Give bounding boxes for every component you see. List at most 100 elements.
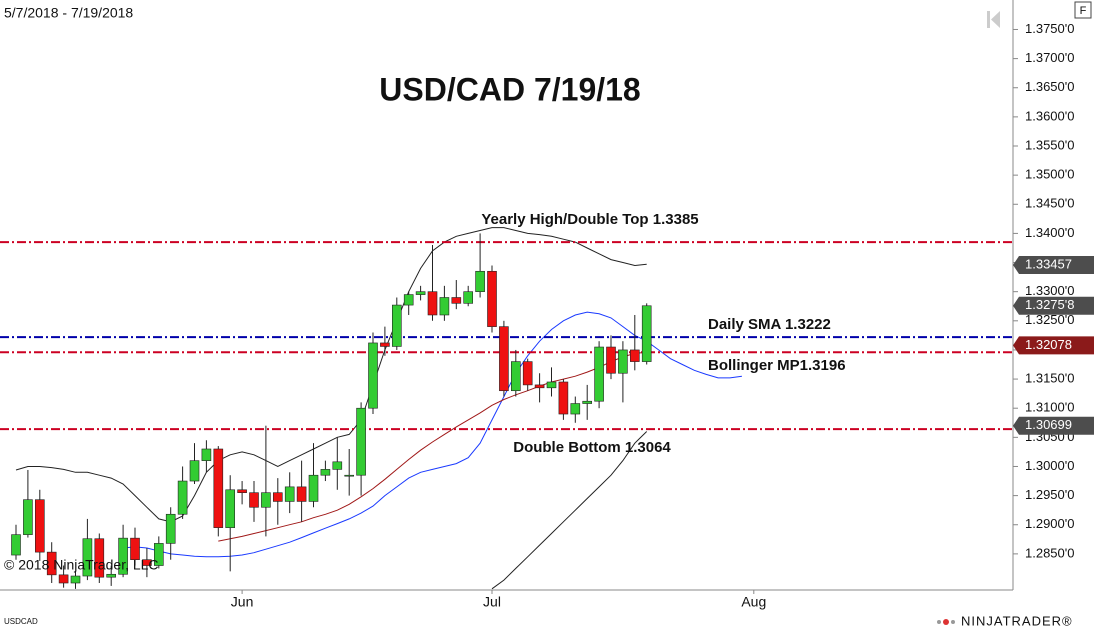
price-tag (1013, 256, 1094, 275)
y-tick-label: 1.3550'0 (1025, 137, 1074, 152)
plot-area (0, 227, 1013, 590)
back-icon[interactable] (987, 11, 1000, 28)
indicator-line (123, 311, 742, 558)
y-tick-label: 1.3700'0 (1025, 50, 1074, 65)
candle-body (641, 305, 652, 362)
price-tag-label: 1.30699 (1025, 417, 1072, 432)
logo-dot (937, 620, 941, 624)
level-label: Double Bottom 1.3064 (513, 439, 671, 456)
candle-body (415, 291, 426, 295)
candle-body (142, 559, 152, 566)
logo-dot (943, 619, 949, 625)
candle-body (201, 448, 212, 461)
candle-body (380, 342, 390, 347)
candle-body (58, 574, 69, 584)
level-label: Bollinger MP1.3196 (708, 357, 846, 374)
y-tick-label: 1.3300'0 (1025, 283, 1074, 298)
y-tick-label: 1.3400'0 (1025, 225, 1074, 240)
candle-body (475, 270, 485, 292)
candle-body (629, 349, 640, 362)
candle-body (189, 460, 200, 482)
x-tick-label: Jun (231, 594, 254, 610)
symbol: USDCAD (4, 617, 38, 626)
y-tick-label: 1.3650'0 (1025, 79, 1074, 94)
candle-body (344, 474, 355, 477)
candle-body (261, 492, 271, 508)
x-tick-label: Aug (741, 594, 766, 610)
price-tag-label: 1.3275'8 (1025, 297, 1074, 312)
candle-body (427, 291, 438, 316)
candle-body (522, 361, 533, 386)
candle-body (594, 346, 604, 402)
candle-body (606, 346, 616, 374)
logo-dot (951, 620, 955, 624)
candle-body (463, 291, 474, 304)
f-button-label: F (1080, 5, 1087, 17)
price-tag (1013, 336, 1094, 355)
candle-body (308, 474, 319, 502)
candle-body (23, 499, 33, 535)
candle-body (618, 349, 628, 374)
y-tick-label: 1.3100'0 (1025, 400, 1074, 415)
level-label: Daily SMA 1.3222 (708, 316, 831, 333)
candle-body (177, 480, 188, 515)
candle-body (249, 492, 259, 508)
candle-body (558, 381, 569, 415)
candle-body (510, 361, 521, 392)
f-button[interactable] (1074, 1, 1092, 19)
chart-title: USD/CAD 7/19/18 (379, 71, 640, 107)
price-tag-label: 1.32078 (1025, 337, 1072, 352)
price-tag (1013, 296, 1094, 315)
candle-body (368, 342, 378, 409)
candle-body (332, 461, 343, 470)
candle-body (284, 486, 295, 502)
candle-body (320, 469, 331, 476)
y-tick-label: 1.3250'0 (1025, 312, 1074, 327)
x-tick-label: Jul (483, 594, 501, 610)
candle-body (213, 448, 224, 528)
price-tag-label: 1.33457 (1025, 256, 1072, 271)
candle-body (582, 400, 593, 404)
candle-body (46, 551, 57, 576)
candle-body (546, 381, 557, 389)
back-icon-arrow (991, 11, 1000, 28)
logo-icon (937, 619, 955, 625)
candle-body (570, 403, 581, 415)
y-tick-label: 1.3750'0 (1025, 21, 1074, 36)
brand: NINJATRADER® (961, 613, 1073, 628)
candle-body (225, 489, 235, 528)
y-tick-label: 1.3450'0 (1025, 196, 1074, 211)
candle-body (130, 537, 140, 561)
candle-body (94, 538, 105, 578)
indicator-line (15, 227, 647, 523)
candle-body (439, 297, 450, 316)
candle-body (118, 537, 128, 575)
indicator-line (491, 431, 648, 590)
candle-body (356, 407, 366, 476)
candle-body (82, 538, 93, 577)
candle-body (70, 575, 81, 584)
candle-body (11, 534, 21, 556)
level-label: Yearly High/Double Top 1.3385 (481, 211, 698, 228)
y-tick-label: 1.2900'0 (1025, 516, 1074, 531)
y-tick-label: 1.3000'0 (1025, 458, 1074, 473)
candle-body (391, 304, 402, 347)
y-tick-label: 1.2850'0 (1025, 545, 1074, 560)
candle-body (106, 573, 116, 578)
indicator-line (218, 351, 647, 542)
candle-body (272, 492, 283, 502)
candle-body (154, 543, 164, 566)
candle-body (237, 489, 247, 493)
candle-body (165, 513, 176, 544)
candle-body (534, 384, 545, 389)
candle-body (34, 499, 45, 553)
candle-body (487, 270, 497, 327)
candle-body (296, 486, 307, 502)
y-tick-label: 1.2950'0 (1025, 487, 1074, 502)
y-tick-label: 1.3500'0 (1025, 167, 1074, 182)
copyright: © 2018 NinjaTrader, LLC (4, 557, 159, 573)
y-tick-label: 1.3600'0 (1025, 108, 1074, 123)
price-tag (1013, 416, 1094, 435)
y-tick-label: 1.3150'0 (1025, 371, 1074, 386)
